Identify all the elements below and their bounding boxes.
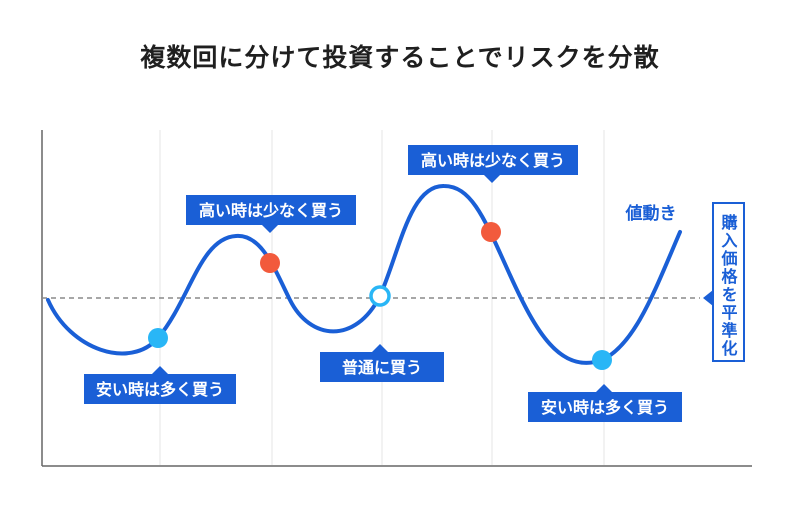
chart-title: 複数回に分けて投資することでリスクを分散	[140, 43, 660, 72]
label-normal-text: 普通に買う	[342, 358, 422, 377]
average-price-label: 購入価格を平準化	[703, 202, 745, 362]
high-buy-dot-left	[260, 253, 280, 273]
label-high-right: 高い時は少なく買う	[408, 145, 578, 183]
average-price-label-text: 購入価格を平準化	[719, 214, 739, 358]
label-high-right-text: 高い時は少なく買う	[421, 151, 565, 170]
cheap-buy-dot-left	[148, 328, 168, 348]
label-normal: 普通に買う	[320, 344, 444, 382]
cheap-buy-dot-right	[592, 350, 612, 370]
normal-buy-dot	[369, 285, 391, 307]
label-high-left: 高い時は少なく買う	[186, 195, 356, 233]
label-high-left-text: 高い時は少なく買う	[199, 201, 343, 220]
label-cheap-left: 安い時は多く買う	[84, 366, 236, 404]
label-cheap-right: 安い時は多く買う	[528, 384, 682, 422]
label-cheap-right-text: 安い時は多く買う	[541, 398, 669, 417]
price-curve	[46, 183, 682, 365]
high-buy-dot-right	[481, 222, 501, 242]
label-cheap-left-text: 安い時は多く買う	[96, 380, 224, 399]
price-move-label: 値動き	[625, 203, 677, 224]
